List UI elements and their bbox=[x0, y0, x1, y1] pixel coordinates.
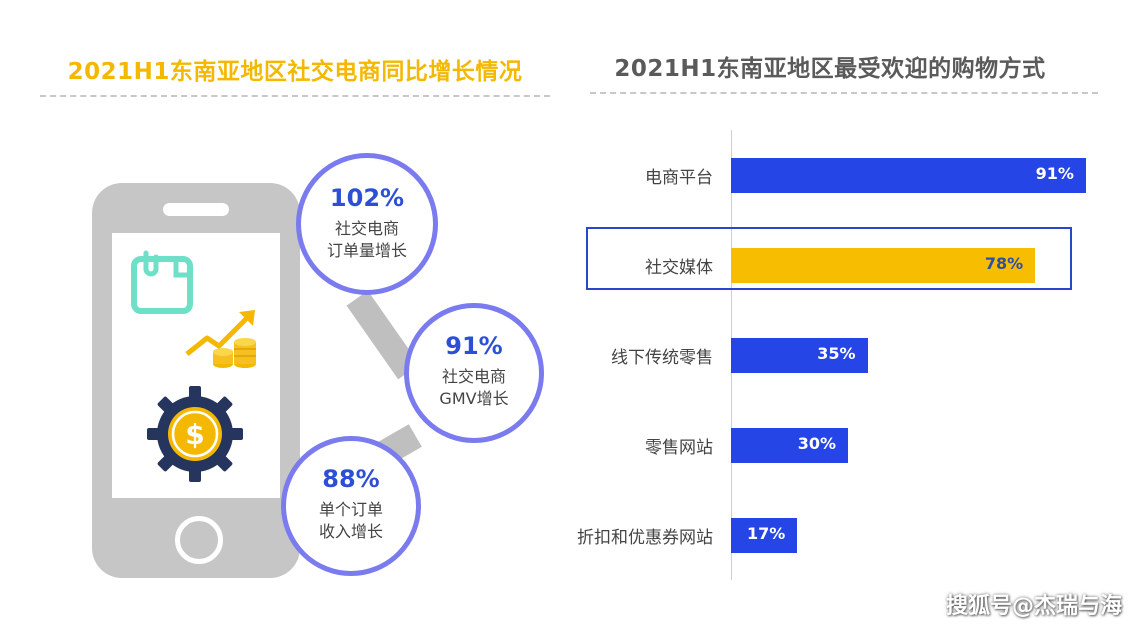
stat-label: 单个订单 bbox=[318, 500, 383, 519]
bar bbox=[731, 427, 848, 463]
category-label: 社交媒体 bbox=[645, 258, 713, 278]
stat-circle-order-growth: 102% 社交电商 订单量增长 bbox=[296, 153, 438, 295]
left-chart-title: 2021H1东南亚地区社交电商同比增长情况 bbox=[67, 59, 523, 85]
stat-value: 91% bbox=[445, 332, 503, 360]
bar bbox=[731, 247, 1036, 283]
bar bbox=[731, 337, 868, 373]
phone-speaker bbox=[163, 203, 229, 216]
watermark: 搜狐号@杰瑞与海 bbox=[945, 594, 1122, 619]
stat-label: 收入增长 bbox=[318, 522, 383, 541]
bar-value-label: 17% bbox=[747, 524, 786, 543]
bar-value-label: 30% bbox=[797, 434, 836, 453]
bar-value-label: 78% bbox=[984, 254, 1024, 273]
dollar-gear-icon: $ bbox=[147, 386, 243, 482]
stat-circle-gmv-growth: 91% 社交电商 GMV增长 bbox=[404, 303, 544, 443]
svg-text:$: $ bbox=[185, 418, 204, 451]
category-label: 零售网站 bbox=[645, 438, 713, 458]
bar-value-label: 91% bbox=[1035, 164, 1074, 183]
bar bbox=[731, 157, 1086, 193]
right-title-divider bbox=[590, 92, 1098, 94]
growth-chart-icon bbox=[185, 310, 256, 368]
stat-label: 社交电商 bbox=[441, 367, 506, 386]
stat-value: 102% bbox=[329, 184, 405, 212]
stat-value: 88% bbox=[322, 465, 380, 493]
bar bbox=[731, 517, 798, 553]
stat-label: GMV增长 bbox=[439, 389, 509, 408]
stat-label: 订单量增长 bbox=[326, 241, 407, 260]
stat-label: 社交电商 bbox=[334, 219, 399, 238]
bar-value-label: 35% bbox=[817, 344, 856, 363]
phone-home-button bbox=[175, 516, 223, 564]
category-label: 线下传统零售 bbox=[611, 348, 713, 368]
right-chart-title: 2021H1东南亚地区最受欢迎的购物方式 bbox=[614, 56, 1046, 82]
stat-circle-revenue-growth: 88% 单个订单 收入增长 bbox=[281, 436, 421, 576]
clipboard-icon bbox=[131, 250, 193, 314]
left-title-divider bbox=[40, 95, 550, 97]
category-label: 电商平台 bbox=[645, 168, 713, 188]
coins-icon bbox=[213, 338, 256, 368]
category-label: 折扣和优惠券网站 bbox=[577, 528, 713, 548]
highlight-box bbox=[586, 227, 1072, 290]
